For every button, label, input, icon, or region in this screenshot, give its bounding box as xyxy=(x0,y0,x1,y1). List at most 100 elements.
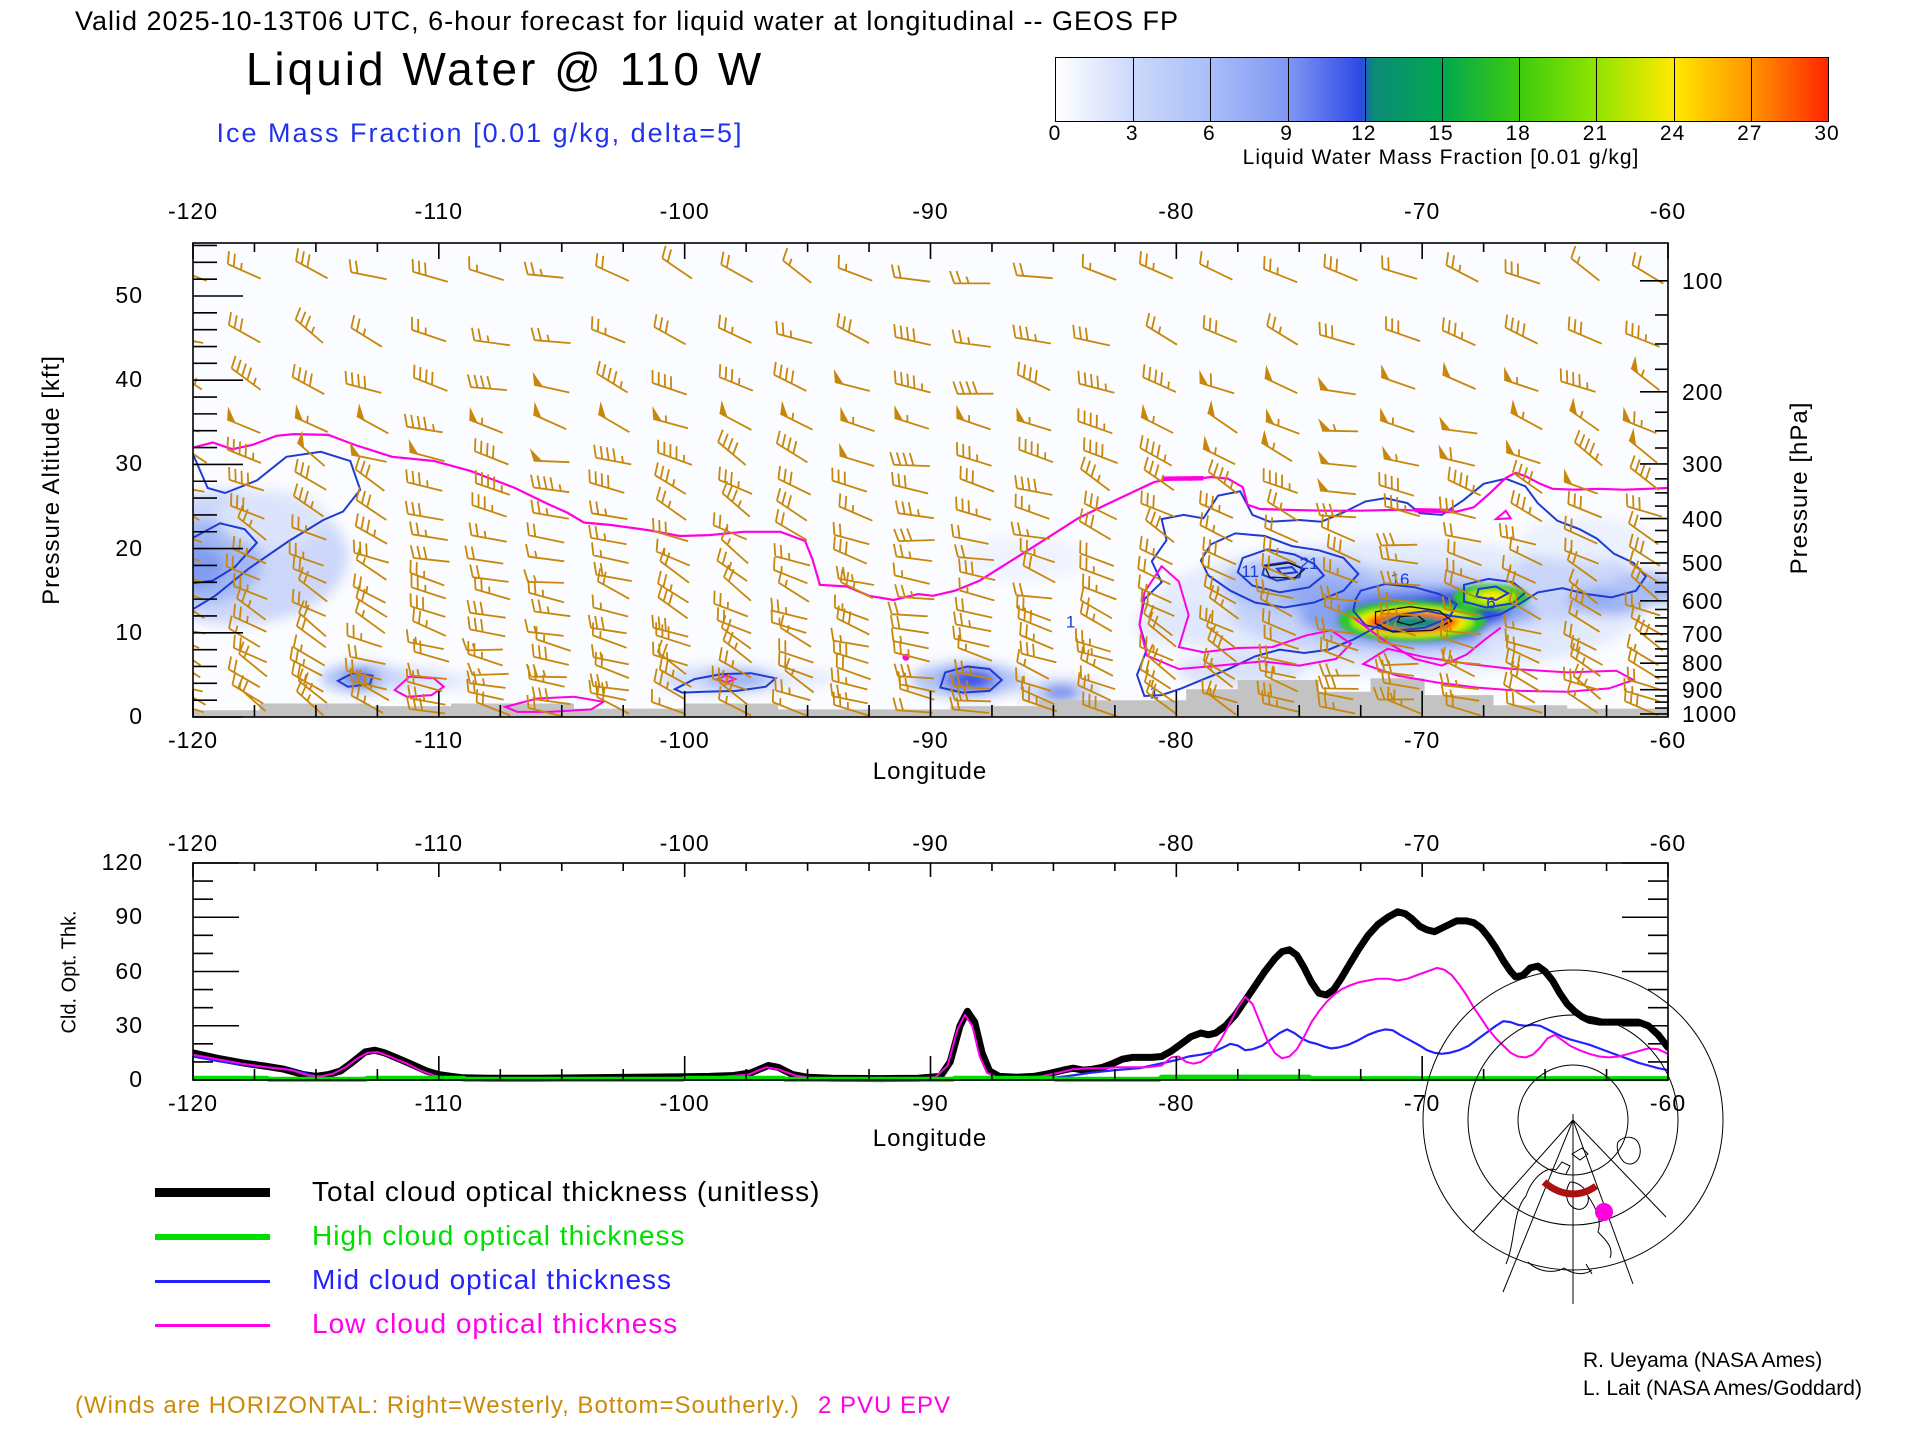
colorbar-tick-label: 0 xyxy=(1048,122,1062,145)
main-ytick-right: 700 xyxy=(1682,620,1724,647)
wind-barbs xyxy=(193,245,1664,717)
opt-ytick-left: 0 xyxy=(129,1066,143,1092)
credit-line-2: L. Lait (NASA Ames/Goddard) xyxy=(1583,1377,1862,1400)
main-xtick-bottom: -60 xyxy=(1649,727,1687,753)
colorbar-divider xyxy=(1750,58,1752,121)
colorbar-tick-label: 6 xyxy=(1203,122,1216,145)
main-xtick-top: -90 xyxy=(912,198,949,224)
opt-xtick-top: -110 xyxy=(414,830,463,856)
opt-xtick-bottom: -110 xyxy=(414,1090,463,1116)
colorbar-tick-label: 18 xyxy=(1505,122,1531,145)
opt-plot-axes xyxy=(192,862,1669,1081)
epv-loop xyxy=(502,695,607,713)
legend-label-total: Total cloud optical thickness (unitless) xyxy=(312,1176,821,1207)
opt-xtick-bottom: -120 xyxy=(167,1090,219,1116)
main-yaxis-left-title: Pressure Altitude [kft] xyxy=(38,355,65,605)
opt-ytick-left: 60 xyxy=(115,957,143,984)
epv-note: 2 PVU EPV xyxy=(818,1392,952,1419)
colorbar-divider xyxy=(1287,58,1289,121)
main-ytick-right: 600 xyxy=(1682,587,1724,614)
colorbar-divider xyxy=(1519,58,1521,121)
opt-yaxis-title: Cld. Opt. Thk. xyxy=(58,910,81,1034)
credit-line-1: R. Ueyama (NASA Ames) xyxy=(1583,1349,1823,1372)
main-ytick-left: 0 xyxy=(129,703,143,729)
main-xtick-bottom: -120 xyxy=(167,727,219,753)
legend-label-low: Low cloud optical thickness xyxy=(312,1308,679,1339)
legend-label-high: High cloud optical thickness xyxy=(312,1220,686,1251)
main-ytick-right: 500 xyxy=(1682,550,1724,577)
colorbar-tick-label: 9 xyxy=(1280,122,1293,145)
opt-xtick-top: -90 xyxy=(912,830,949,856)
main-ytick-right: 200 xyxy=(1682,378,1724,405)
page-title: Liquid Water @ 110 W xyxy=(245,43,765,95)
colorbar-divider xyxy=(1210,58,1212,121)
epv-loop xyxy=(1492,509,1513,521)
colorbar-tick-label: 24 xyxy=(1659,122,1686,145)
main-xaxis-title: Longitude xyxy=(872,758,988,785)
main-ytick-left: 20 xyxy=(115,534,143,561)
colorbar-tick-label: 30 xyxy=(1814,122,1840,145)
main-plot-axes xyxy=(192,242,1669,718)
opt-ytick-left: 30 xyxy=(115,1011,143,1038)
main-xtick-bottom: -110 xyxy=(414,727,463,753)
legend-swatch-mid xyxy=(155,1280,270,1283)
ice-contour xyxy=(1475,585,1511,602)
colorbar-divider xyxy=(1673,58,1675,121)
main-ytick-left: 40 xyxy=(115,366,143,393)
opt-xtick-top: -120 xyxy=(167,830,219,856)
ice-contour xyxy=(1261,561,1303,582)
main-xtick-top: -60 xyxy=(1649,198,1687,224)
main-ytick-left: 10 xyxy=(115,618,143,645)
colorbar-label: Liquid Water Mass Fraction [0.01 g/kg] xyxy=(1242,146,1640,169)
colorbar-tick-label: 15 xyxy=(1428,122,1454,145)
main-xtick-top: -110 xyxy=(414,198,463,224)
winds-note: (Winds are HORIZONTAL: Right=Westerly, B… xyxy=(75,1392,800,1419)
map-coastlines xyxy=(1505,1136,1641,1275)
legend-label-mid: Mid cloud optical thickness xyxy=(312,1264,673,1295)
inset-map xyxy=(1422,969,1724,1304)
opt-xtick-bottom: -60 xyxy=(1649,1090,1687,1116)
black-contour xyxy=(1263,562,1306,579)
colorbar-divider xyxy=(1442,58,1443,121)
colorbar-divider xyxy=(1596,58,1598,121)
contour-value-label: 1 xyxy=(1149,683,1158,702)
main-yaxis-right-title: Pressure [hPa] xyxy=(1786,401,1813,575)
opt-xtick-bottom: -70 xyxy=(1404,1090,1441,1116)
opt-xaxis-title: Longitude xyxy=(872,1125,988,1152)
ice-contour xyxy=(193,522,259,585)
ice-contour xyxy=(1274,566,1299,575)
ice-contour xyxy=(672,672,778,694)
colorbar-tick-label: 27 xyxy=(1737,122,1763,145)
main-ytick-left: 30 xyxy=(115,450,143,477)
map-cross-section-arc xyxy=(1541,1179,1599,1198)
contour-value-label: 6 xyxy=(1486,593,1495,612)
main-xtick-top: -120 xyxy=(167,198,219,224)
main-xtick-top: -70 xyxy=(1404,198,1441,224)
colorbar-tick-label: 12 xyxy=(1351,122,1377,145)
ice-contour xyxy=(1463,577,1527,609)
colorbar xyxy=(1055,57,1829,122)
main-ytick-right: 400 xyxy=(1682,505,1724,532)
map-location-dot xyxy=(1595,1203,1613,1221)
main-xtick-top: -100 xyxy=(659,198,710,224)
opt-ytick-left: 120 xyxy=(101,849,143,875)
opt-xtick-bottom: -100 xyxy=(659,1090,710,1116)
main-xtick-bottom: -90 xyxy=(912,727,949,753)
epv-loop xyxy=(1138,564,1353,671)
valid-time-header: Valid 2025-10-13T06 UTC, 6-hour forecast… xyxy=(75,6,1179,36)
opt-ytick-left: 90 xyxy=(115,903,143,930)
ice-mass-fraction-subtitle: Ice Mass Fraction [0.01 g/kg, delta=5] xyxy=(216,118,744,148)
opt-xtick-bottom: -80 xyxy=(1158,1090,1195,1116)
contour-value-label: 21 xyxy=(1300,554,1319,573)
epv-loop xyxy=(1352,616,1502,667)
liquid-water-core xyxy=(1338,584,1530,642)
contour-value-label: 11 xyxy=(1241,562,1259,581)
main-xtick-bottom: -80 xyxy=(1158,727,1195,753)
main-xtick-bottom: -70 xyxy=(1404,727,1441,753)
contour-value-label: 1 xyxy=(1066,613,1075,632)
ice-contour xyxy=(1135,477,1648,698)
ice-contour xyxy=(1199,532,1360,609)
legend-swatch-high xyxy=(155,1234,270,1240)
opt-xtick-bottom: -90 xyxy=(912,1090,949,1116)
